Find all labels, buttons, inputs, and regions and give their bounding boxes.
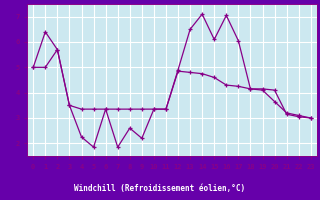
Text: Windchill (Refroidissement éolien,°C): Windchill (Refroidissement éolien,°C): [75, 184, 245, 192]
